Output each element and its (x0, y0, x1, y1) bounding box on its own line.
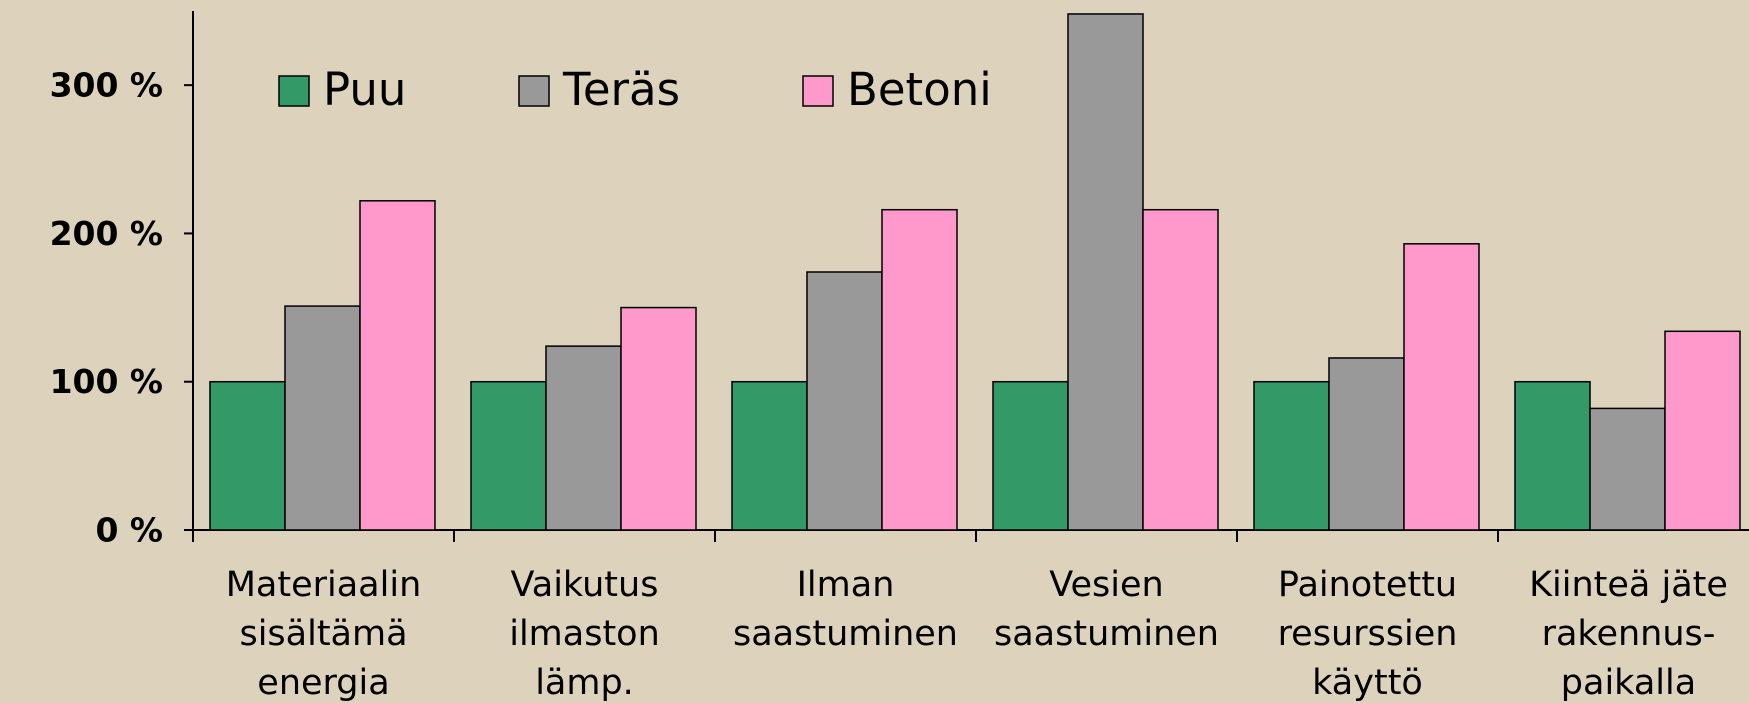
x-tick-label: Ilman (797, 565, 895, 605)
bar (470, 380, 547, 531)
legend-label: Betoni (847, 63, 992, 116)
bar (992, 380, 1069, 531)
bar (881, 208, 958, 531)
legend-swatch (518, 75, 550, 107)
x-tick-label: lämp. (535, 663, 634, 703)
bar (1142, 208, 1219, 531)
y-tick-label: 100 % (50, 362, 163, 401)
bar (1253, 380, 1330, 531)
x-tick-label: saastuminen (994, 614, 1219, 654)
x-tick-label: Vaikutus (511, 565, 659, 605)
bar (620, 306, 697, 531)
bar (209, 380, 286, 531)
bar (1589, 407, 1666, 531)
bar (545, 345, 622, 531)
x-tick-label: Kiinteä jäte (1529, 565, 1728, 605)
y-tick-label: 0 % (95, 511, 163, 550)
x-tick-label: paikalla (1561, 663, 1696, 703)
y-tick-label: 300 % (50, 66, 163, 105)
bar (1403, 243, 1480, 531)
x-tick-label: Vesien (1049, 565, 1163, 605)
x-tick-label: sisältämä (239, 614, 407, 654)
bar (1514, 380, 1591, 531)
x-tick-label: ilmaston (509, 614, 660, 654)
bar (1328, 357, 1405, 531)
x-tick-label: Painotettu (1278, 565, 1457, 605)
x-tick-label: energia (257, 663, 389, 703)
x-tick-label: saastuminen (733, 614, 958, 654)
bar (284, 305, 361, 531)
bar (359, 200, 436, 531)
bar (1664, 330, 1741, 531)
x-tick-label: rakennus- (1542, 614, 1716, 654)
x-tick-label: resurssien (1278, 614, 1458, 654)
legend-label: Puu (323, 63, 406, 116)
y-tick-label: 200 % (50, 214, 163, 253)
bar (806, 271, 883, 531)
legend-swatch (278, 75, 310, 107)
bar (731, 380, 808, 531)
legend-swatch (802, 75, 834, 107)
x-tick-label: käyttö (1312, 663, 1423, 703)
legend-label: Teräs (562, 63, 680, 116)
bar (1067, 13, 1144, 531)
x-tick-label: Materiaalin (226, 565, 422, 605)
